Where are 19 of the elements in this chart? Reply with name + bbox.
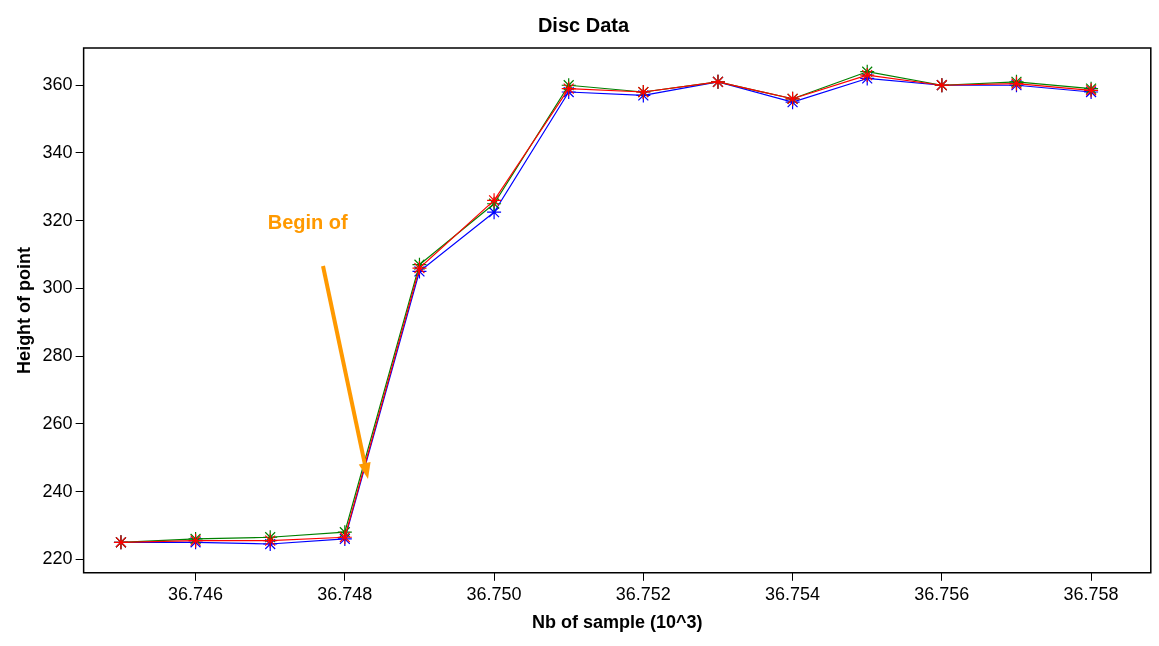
x-tick-label: 36.754 bbox=[765, 583, 821, 604]
x-tick-label: 36.750 bbox=[466, 583, 522, 604]
x-tick-label: 36.746 bbox=[168, 583, 224, 604]
y-tick-label: 240 bbox=[42, 480, 73, 501]
y-tick-label: 260 bbox=[42, 412, 73, 433]
y-tick-label: 280 bbox=[42, 345, 73, 366]
y-tick-label: 340 bbox=[42, 141, 73, 162]
x-tick-label: 36.758 bbox=[1063, 583, 1119, 604]
y-tick-label: 220 bbox=[42, 548, 73, 569]
x-axis-title: Nb of sample (10^3) bbox=[531, 612, 703, 633]
y-tick-label: 360 bbox=[42, 74, 73, 95]
x-tick-label: 36.748 bbox=[317, 583, 373, 604]
annotation: Begin of bbox=[267, 211, 349, 234]
x-tick-label: 36.756 bbox=[914, 583, 970, 604]
y-axis-title: Height of point bbox=[13, 246, 34, 374]
chart-title: Disc Data bbox=[537, 13, 630, 36]
x-tick-label: 36.752 bbox=[615, 583, 671, 604]
y-tick-label: 320 bbox=[42, 209, 73, 230]
y-tick-label: 300 bbox=[42, 277, 73, 298]
